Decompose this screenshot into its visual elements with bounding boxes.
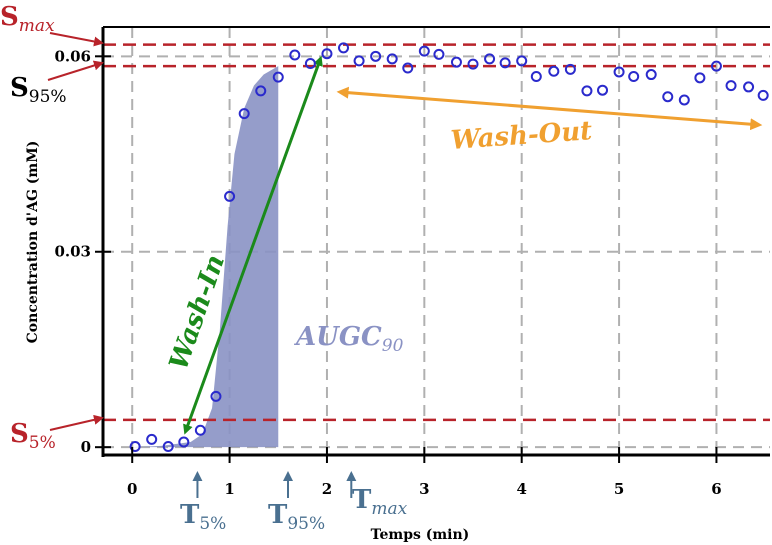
data-point: [467, 58, 479, 70]
data-point: [224, 190, 236, 202]
data-point: [129, 441, 141, 453]
data-point: [162, 441, 174, 453]
x-tick-label: 4: [516, 480, 526, 498]
data-point: [178, 436, 190, 448]
data-point: [743, 81, 755, 93]
data-point: [353, 55, 365, 67]
threshold-pointer-icon: [47, 60, 104, 81]
data-point: [597, 84, 609, 96]
data-point: [548, 65, 560, 77]
y-tick-label: 0: [81, 438, 91, 456]
time-marker-label: T95%: [268, 500, 325, 534]
data-point: [694, 72, 706, 84]
wash-out-arrow-icon: [336, 86, 763, 131]
time-marker-label: T5%: [180, 500, 226, 534]
data-point: [146, 433, 158, 445]
threshold-label: S95%: [10, 73, 67, 107]
data-point: [662, 91, 674, 103]
data-point: [338, 42, 350, 54]
threshold-label: S5%: [10, 419, 56, 453]
data-point: [210, 390, 222, 402]
data-point: [433, 48, 445, 60]
x-tick-label: 3: [419, 480, 429, 498]
data-point: [710, 60, 722, 72]
data-point: [321, 48, 333, 60]
data-point: [304, 57, 316, 69]
x-tick-label: 0: [127, 480, 137, 498]
data-point: [613, 66, 625, 78]
augc-label: AUGC90: [293, 322, 404, 356]
grid: [103, 27, 770, 455]
y-tick-label: 0.03: [54, 243, 91, 261]
data-point: [499, 57, 511, 69]
data-point: [194, 424, 206, 436]
data-point: [402, 62, 414, 74]
x-tick-label: 5: [614, 480, 624, 498]
x-tick-label: 2: [322, 480, 332, 498]
data-point: [725, 80, 737, 92]
wash-out-label: Wash-Out: [450, 116, 593, 156]
data-point: [757, 89, 769, 101]
x-tick-label: 6: [711, 480, 721, 498]
time-marker-label: Tmax: [352, 485, 408, 519]
data-point: [484, 53, 496, 65]
data-point: [272, 71, 284, 83]
threshold-label: Smax: [0, 2, 55, 36]
data-point: [564, 63, 576, 75]
data-point: [645, 69, 657, 81]
threshold-pointer-icon: [49, 414, 104, 431]
y-axis-title: Concentration d'AG (mM): [25, 141, 41, 344]
x-axis-title: Temps (min): [371, 527, 470, 543]
labels: AUGC90 Smax S95% S5% T5% T95% Tmax: [0, 2, 408, 534]
data-point: [516, 55, 528, 67]
data-point: [289, 49, 301, 61]
data-point: [238, 108, 250, 120]
data-point: [418, 45, 430, 57]
x-tick-label: 1: [224, 480, 234, 498]
data-point: [530, 71, 542, 83]
data-point: [628, 71, 640, 83]
y-tick-label: 0.06: [54, 47, 91, 65]
wash-in-arrow-icon: [183, 55, 323, 435]
axes: 0 1 2 3 4 5 6 0 0.03 0.06 Temps (min) Concentration…: [25, 26, 770, 543]
threshold-pointer-icon: [49, 32, 104, 47]
data-point: [678, 94, 690, 106]
data-point: [450, 56, 462, 68]
data-point: [255, 85, 267, 97]
data-point: [386, 53, 398, 65]
data-point: [581, 85, 593, 97]
data-points: [129, 42, 769, 453]
data-point: [370, 50, 382, 62]
